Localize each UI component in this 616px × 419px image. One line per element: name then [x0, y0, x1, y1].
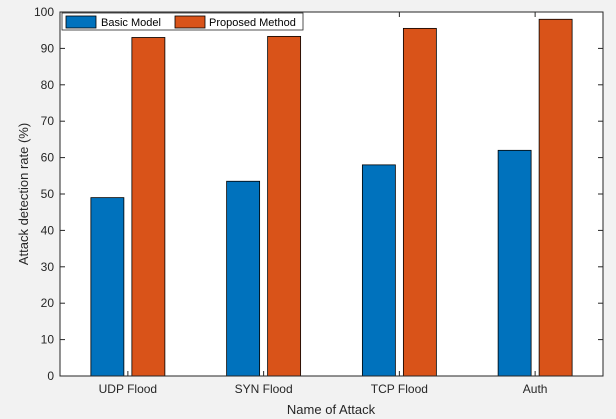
- y-axis-ticks: 0 10 20 30 40 50 60 70 80 90 100: [34, 5, 603, 383]
- bar-proposed-method: [267, 35, 302, 377]
- bar-basic-model: [497, 149, 532, 377]
- y-tick-label: 0: [47, 369, 54, 383]
- y-axis-title: Attack detection rate (%): [16, 123, 31, 265]
- x-tick-label: Auth: [523, 382, 548, 396]
- x-axis-ticks: UDP Flood SYN Flood TCP Flood Auth: [99, 12, 548, 396]
- bar-basic-model: [361, 164, 396, 377]
- legend-swatch-basic-model: [65, 15, 97, 29]
- y-tick-label: 40: [41, 223, 55, 237]
- y-tick-label: 80: [41, 78, 55, 92]
- y-tick-label: 60: [41, 151, 55, 165]
- legend-label-proposed-method: Proposed Method: [209, 17, 296, 29]
- bar-basic-model: [226, 180, 261, 377]
- y-tick-label: 100: [34, 5, 54, 19]
- y-tick-label: 10: [41, 333, 55, 347]
- y-tick-label: 70: [41, 114, 55, 128]
- plot-frame: [59, 11, 604, 377]
- x-tick-label: SYN Flood: [235, 382, 293, 396]
- bar-proposed-method: [131, 37, 166, 377]
- y-tick-label: 30: [41, 260, 55, 274]
- x-axis-title: Name of Attack: [287, 402, 376, 417]
- y-tick-label: 50: [41, 187, 55, 201]
- x-tick-label: TCP Flood: [371, 382, 428, 396]
- bar-proposed-method: [538, 18, 573, 377]
- bar-series: [90, 18, 573, 377]
- y-tick-label: 90: [41, 41, 55, 55]
- y-tick-label: 20: [41, 296, 55, 310]
- legend-swatch-proposed-method: [174, 15, 206, 29]
- legend-label-basic-model: Basic Model: [101, 17, 161, 29]
- bar-proposed-method: [402, 27, 437, 377]
- bar-basic-model: [90, 197, 125, 377]
- legend: Basic Model Proposed Method: [61, 12, 304, 31]
- x-tick-label: UDP Flood: [99, 382, 157, 396]
